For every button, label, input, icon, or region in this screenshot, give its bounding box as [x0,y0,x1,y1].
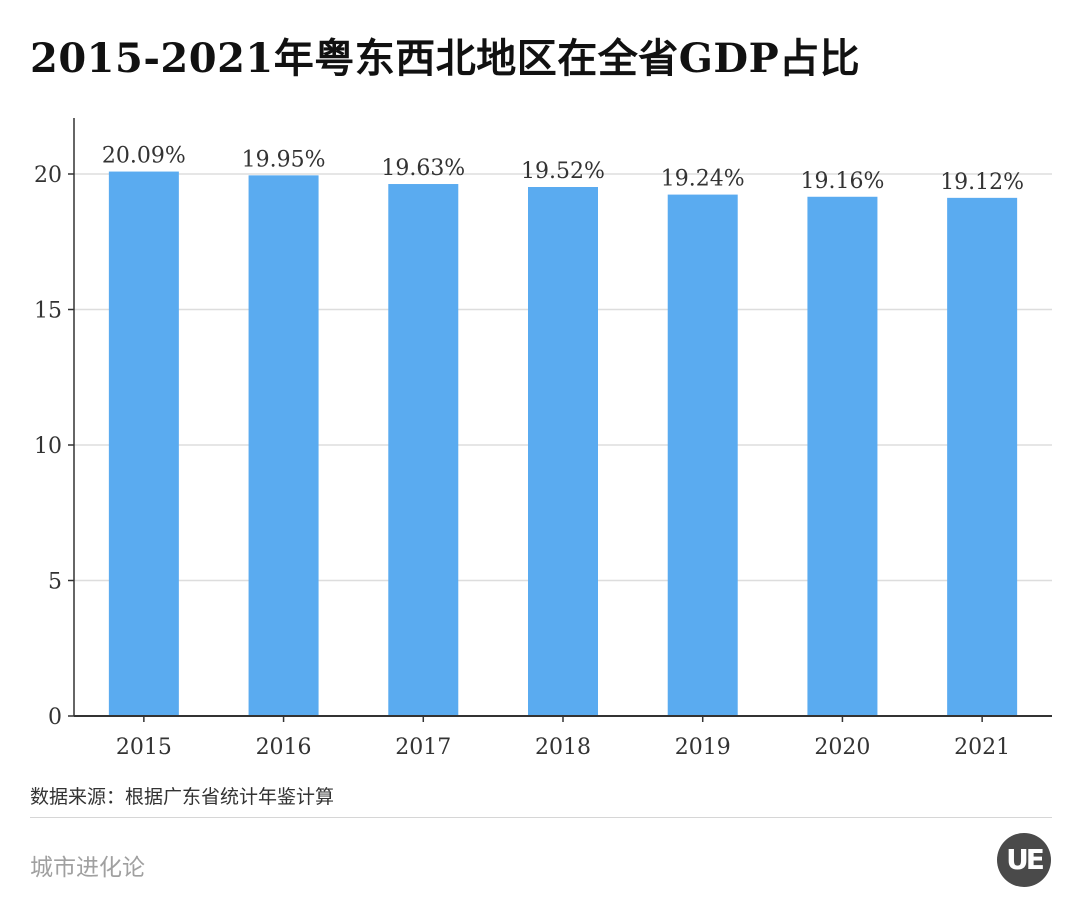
bar-2021 [947,197,1018,716]
bar-2015 [108,171,179,716]
footer-divider [30,817,1052,818]
bar-2018 [528,187,598,716]
x-tick-label: 2018 [535,735,591,760]
bar-2020 [807,196,878,716]
data-label-2019: 19.24% [661,167,745,192]
x-tick-label: 2020 [814,735,870,760]
bar-2019 [667,194,738,716]
data-label-2015: 20.09% [102,144,186,169]
y-tick-label: 0 [48,705,62,730]
y-axis-ticks: 0 5 10 15 20 [34,163,74,730]
x-axis-ticks: 2015 2016 2017 2018 2019 2020 2021 [116,716,1010,760]
x-tick-label: 2019 [675,735,731,760]
data-label-2016: 19.95% [242,147,326,172]
data-labels: 20.09% 19.95% 19.63% 19.52% 19.24% 19.16% 19.1… [102,144,1024,195]
x-tick-label: 2021 [954,735,1010,760]
x-tick-label: 2017 [395,735,451,760]
bar-chart: 20.09% 19.95% 19.63% 19.52% 19.24% 19.16% 19.1… [34,118,1052,760]
bar-2016 [248,175,319,717]
data-label-2020: 19.16% [800,169,884,194]
brand-logo: UE [997,833,1051,887]
bar-2017 [388,184,459,717]
x-tick-label: 2016 [256,735,312,760]
data-label-2021: 19.12% [940,170,1024,195]
bars [108,171,1018,717]
brand-name: 城市进化论 [30,855,145,881]
data-source-note: 数据来源：根据广东省统计年鉴计算 [30,786,335,808]
y-tick-label: 5 [48,570,62,595]
data-label-2017: 19.63% [381,156,465,181]
y-tick-label: 20 [34,163,62,188]
data-label-2018: 19.52% [521,159,605,184]
y-tick-label: 10 [34,434,62,459]
chart-title: 2015-2021年粤东西北地区在全省GDP占比 [30,35,861,82]
x-tick-label: 2015 [116,735,172,760]
y-tick-label: 15 [34,299,62,324]
